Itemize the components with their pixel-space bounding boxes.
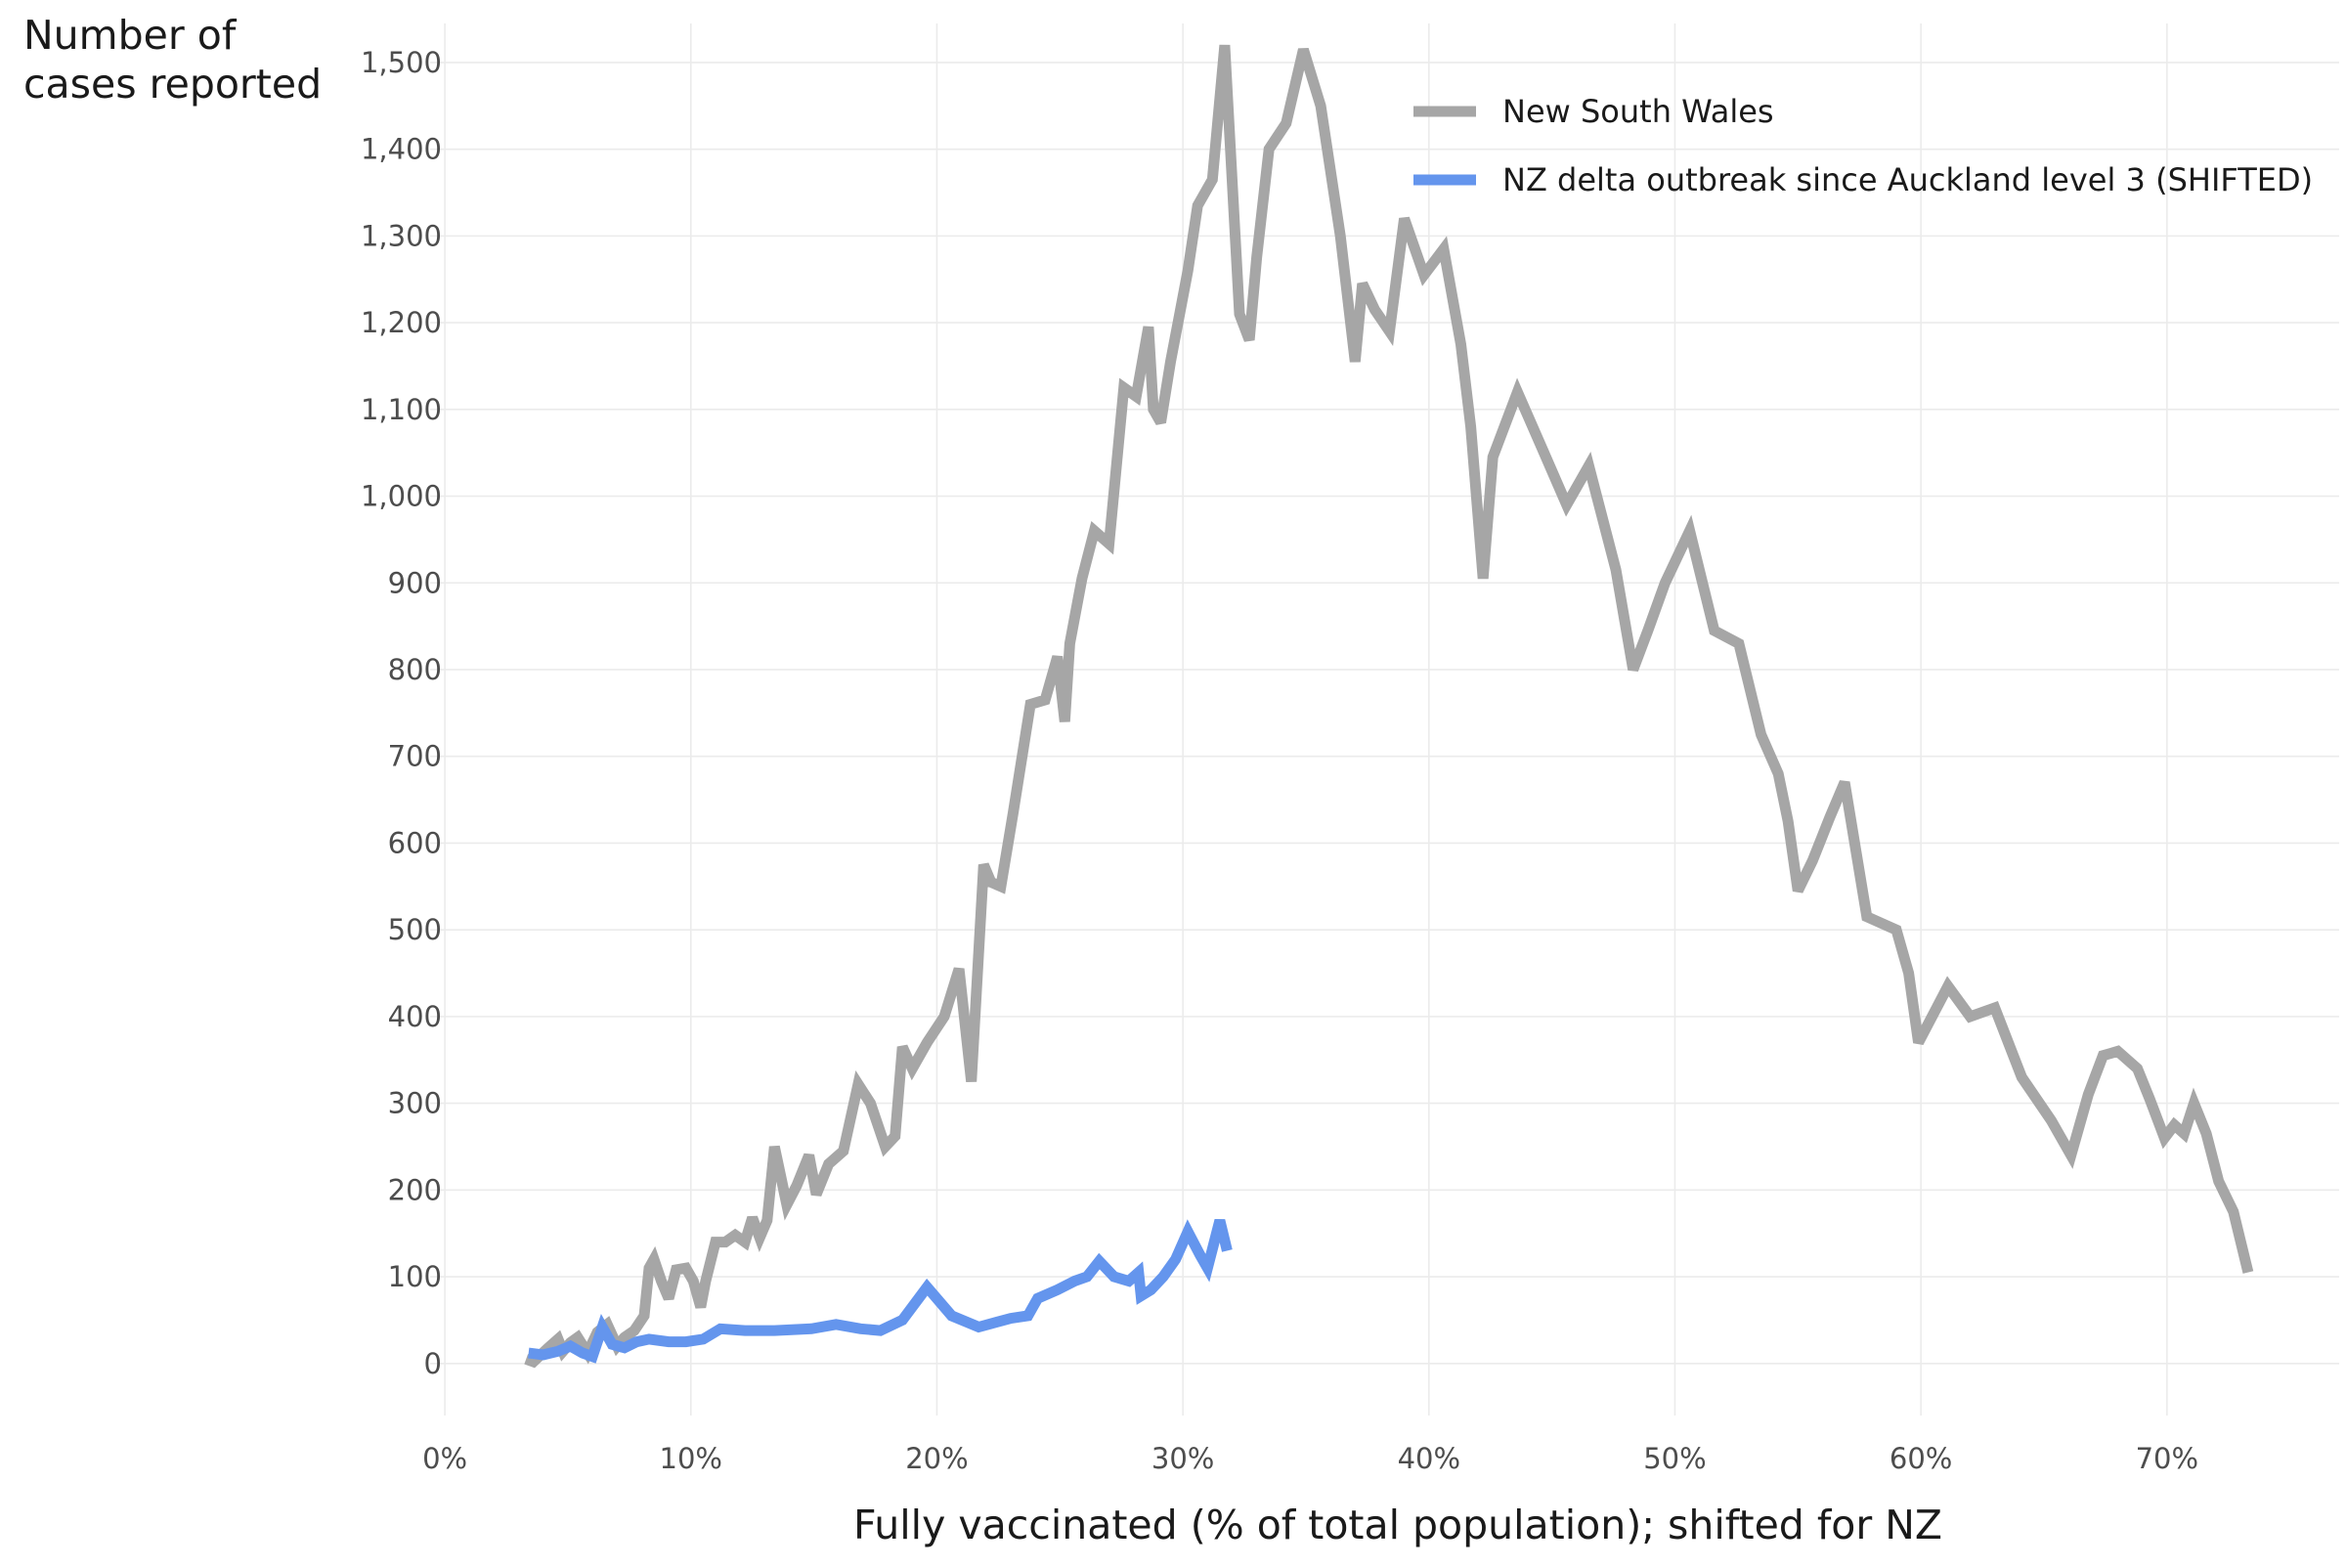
y-tick-label: 600 bbox=[388, 826, 442, 859]
y-tick-label: 0 bbox=[424, 1347, 442, 1380]
y-tick-label: 100 bbox=[388, 1260, 442, 1293]
y-tick-label: 1,100 bbox=[361, 393, 442, 426]
y-tick-label: 300 bbox=[388, 1087, 442, 1120]
y-tick-label: 800 bbox=[388, 653, 442, 686]
x-tick-label: 10% bbox=[660, 1442, 722, 1475]
legend-label: NZ delta outbreak since Auckland level 3… bbox=[1502, 161, 2313, 198]
y-tick-label: 700 bbox=[388, 740, 442, 773]
series-lines bbox=[524, 44, 2254, 1369]
x-tick-label: 40% bbox=[1398, 1442, 1460, 1475]
y-tick-label: 400 bbox=[388, 1000, 442, 1033]
series-line-nz-delta-outbreak bbox=[528, 1219, 1233, 1364]
x-tick-label: 50% bbox=[1643, 1442, 1706, 1475]
y-tick-label: 1,000 bbox=[361, 480, 442, 513]
y-tick-label: 1,500 bbox=[361, 46, 442, 79]
legend-label: New South Wales bbox=[1502, 93, 1774, 130]
y-tick-label: 1,400 bbox=[361, 133, 442, 166]
x-tick-label: 60% bbox=[1890, 1442, 1952, 1475]
y-tick-label: 1,200 bbox=[361, 306, 442, 339]
x-tick-label: 30% bbox=[1151, 1442, 1214, 1475]
legend: New South Wales NZ delta outbreak since A… bbox=[1413, 93, 2313, 198]
x-axis-ticks: 0% 10% 20% 30% 40% 50% 60% 70% bbox=[422, 1442, 2198, 1475]
y-axis-title-line-2: cases reported bbox=[23, 61, 322, 108]
x-tick-label: 20% bbox=[905, 1442, 968, 1475]
y-tick-label: 1,300 bbox=[361, 219, 442, 252]
y-tick-label: 500 bbox=[388, 913, 442, 946]
y-tick-label: 200 bbox=[388, 1173, 442, 1206]
y-axis-ticks: 0 100 200 300 400 500 600 700 800 900 1,000 1,100 1,… bbox=[361, 46, 442, 1380]
x-tick-label: 70% bbox=[2136, 1442, 2198, 1475]
series-line-new-south-wales bbox=[524, 44, 2254, 1369]
y-tick-label: 900 bbox=[388, 566, 442, 599]
x-tick-label: 0% bbox=[422, 1442, 467, 1475]
y-axis-title-line-1: Number of bbox=[23, 12, 238, 59]
x-axis-title: Fully vaccinated (% of total population)… bbox=[853, 1502, 1942, 1548]
